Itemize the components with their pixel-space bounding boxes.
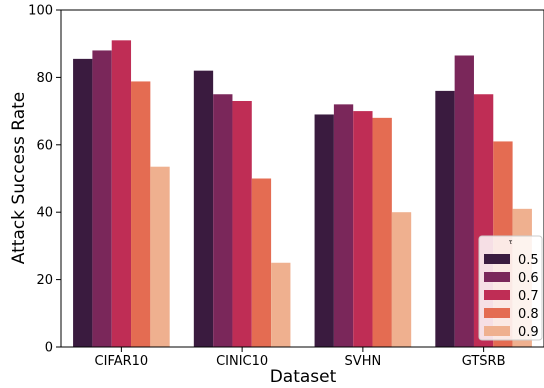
bar-svhn-0.7 [353, 111, 373, 347]
legend-label-0.9: 0.9 [518, 325, 539, 340]
bar-cifar10-0.5 [73, 58, 93, 348]
legend-swatch-0.7 [484, 290, 510, 300]
y-tick-label: 80 [36, 71, 53, 86]
legend-title: τ [509, 239, 513, 246]
bars-group [73, 40, 532, 348]
bar-cinic10-0.8 [251, 178, 272, 347]
legend-label-0.6: 0.6 [518, 271, 539, 286]
x-tick-label: CIFAR10 [95, 354, 149, 369]
y-tick-label: 100 [28, 4, 53, 19]
bar-cinic10-0.9 [271, 262, 291, 347]
x-axis-title: Dataset [270, 367, 337, 387]
bar-cifar10-0.8 [131, 81, 151, 347]
y-tick-label: 40 [36, 206, 53, 221]
bar-cifar10-0.9 [150, 166, 170, 347]
y-axis-title: Attack Success Rate [9, 92, 29, 265]
bar-svhn-0.5 [314, 114, 334, 347]
bar-cifar10-0.6 [92, 50, 112, 347]
legend: τ 0.5 0.6 0.7 0.8 0.9 [478, 235, 543, 341]
axes-group: 0 20 40 60 80 100 CIFAR10 CINIC10 SVHN GTSRB [28, 4, 544, 369]
legend-label-0.5: 0.5 [518, 253, 539, 268]
legend-label-0.7: 0.7 [518, 289, 539, 304]
x-tick-label: CINIC10 [216, 354, 268, 369]
bar-cinic10-0.6 [213, 94, 233, 347]
bar-cinic10-0.7 [232, 100, 252, 348]
x-tick-label: GTSRB [462, 354, 506, 369]
bar-cifar10-0.7 [111, 40, 132, 347]
bar-svhn-0.8 [372, 117, 392, 347]
bar-cinic10-0.5 [193, 70, 214, 347]
y-tick-label: 0 [45, 341, 53, 356]
bar-gtsrb-0.6 [454, 55, 474, 347]
bar-gtsrb-0.5 [435, 90, 455, 347]
plot-frame [60, 9, 544, 348]
y-tick-label: 60 [36, 138, 53, 153]
bar-svhn-0.9 [391, 212, 412, 347]
legend-swatch-0.5 [484, 254, 510, 264]
legend-swatch-0.6 [484, 272, 510, 282]
legend-label-0.8: 0.8 [518, 307, 539, 322]
legend-swatch-0.8 [484, 308, 510, 318]
bar-svhn-0.6 [333, 104, 354, 347]
y-tick-label: 20 [36, 273, 53, 288]
x-tick-label: SVHN [345, 354, 382, 369]
legend-swatch-0.9 [484, 326, 510, 336]
